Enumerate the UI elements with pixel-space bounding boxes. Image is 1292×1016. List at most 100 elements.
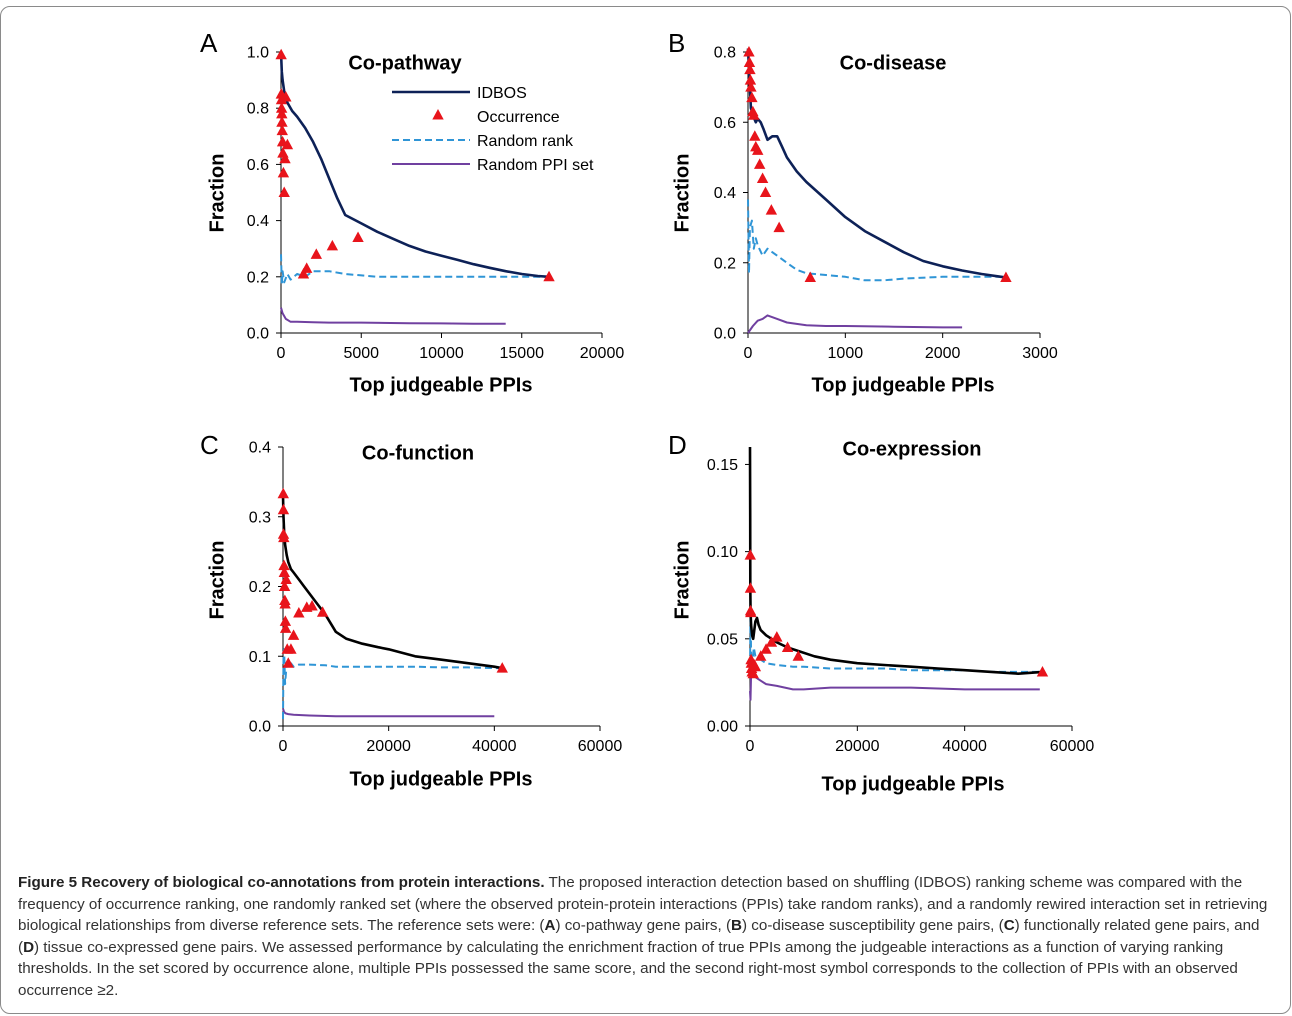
legend-item: Random PPI set [392, 157, 594, 174]
data-point [743, 46, 755, 57]
x-axis-label: Top judgeable PPIs [812, 374, 995, 396]
data-point [744, 582, 757, 593]
data-point [756, 172, 769, 183]
x-tick-label: 0 [744, 345, 753, 362]
caption-text-5: ) tissue co-expressed gene pairs. We ass… [18, 938, 1238, 999]
x-tick-label: 20000 [835, 738, 880, 755]
series-occurrence [275, 48, 555, 282]
data-point [293, 607, 305, 618]
y-tick-label: 0.00 [707, 719, 738, 736]
y-tick-label: 0.05 [707, 631, 738, 648]
data-point [275, 102, 288, 113]
y-axis-label: Fraction [671, 541, 693, 620]
caption-text-1: The proposed interaction detection based… [18, 874, 1268, 934]
legend-label: Occurrence [477, 109, 560, 126]
data-point [278, 559, 290, 571]
panel-letter: D [668, 430, 687, 460]
series-random-rank-line [282, 648, 503, 720]
x-tick-label: 0 [277, 345, 286, 362]
x-tick-label: 3000 [1022, 345, 1058, 362]
chart-title: Co-expression [843, 438, 982, 460]
data-point [746, 91, 758, 103]
data-point [276, 124, 288, 136]
legend: IDBOS Occurrence Random rank Random PPI set [392, 85, 594, 174]
legend-label: Random PPI set [477, 157, 594, 174]
caption-ref-a: A [544, 917, 556, 934]
y-tick-label: 1.0 [247, 45, 269, 62]
data-point [760, 643, 772, 654]
data-point [745, 81, 757, 92]
y-tick-label: 0.0 [714, 326, 736, 343]
series-occurrence [743, 46, 1012, 283]
data-point [280, 573, 292, 585]
panel-letter: A [200, 28, 218, 58]
y-tick-label: 0.6 [714, 115, 736, 132]
caption-ref-c: C [1003, 917, 1015, 934]
y-tick-label: 0.4 [249, 440, 271, 457]
series-random-ppi-set-line [749, 672, 1040, 701]
data-point [781, 641, 794, 653]
data-point [1000, 271, 1012, 283]
data-point [282, 657, 294, 668]
series-idbos-line [281, 495, 503, 670]
data-point [543, 270, 555, 282]
series-idbos-line [279, 51, 550, 279]
data-point [773, 221, 785, 233]
chart-title: Co-function [362, 442, 474, 464]
legend-label: Random rank [477, 133, 574, 150]
data-point [277, 503, 290, 515]
panel-a: 0.0 0.2 0.4 0.6 0.8 1.0 0 5000 10000 15000 20000 A C… [200, 28, 624, 396]
legend-item: Occurrence [432, 109, 560, 126]
y-tick-label: 0.1 [249, 649, 271, 666]
series-random-rank-line [280, 254, 549, 287]
data-point [326, 239, 339, 251]
figure-caption: Figure 5 Recovery of biological co-annot… [18, 872, 1280, 1001]
y-tick-label: 0.0 [249, 719, 271, 736]
data-point [744, 549, 756, 560]
y-tick-label: 0.2 [714, 255, 736, 272]
data-point [277, 487, 289, 499]
y-tick-label: 0.2 [247, 269, 269, 286]
data-point [297, 267, 310, 279]
chart-title: Co-disease [840, 52, 947, 74]
y-tick-label: 0.3 [249, 509, 271, 526]
x-tick-label: 2000 [925, 345, 961, 362]
x-tick-label: 15000 [500, 345, 545, 362]
data-point [316, 606, 329, 617]
data-point [300, 262, 313, 273]
data-point [278, 566, 291, 578]
y-tick-label: 0.4 [714, 185, 736, 202]
y-axis-label: Fraction [206, 154, 228, 233]
figure-canvas: 0.00.20.40.60.81.00 5000 10000 15000 20000AC… [200, 28, 1094, 795]
legend-item: Random rank [392, 133, 574, 150]
series-idbos-line [748, 446, 1043, 676]
caption-text-3: ) co-disease susceptibility gene pairs, … [742, 917, 1004, 934]
data-point [280, 90, 292, 102]
series-random-ppi-set-line [747, 314, 963, 334]
data-point [743, 56, 756, 68]
series-random-rank-line [747, 199, 1006, 282]
data-point [287, 629, 300, 640]
panel-b: 0.0 0.2 0.4 0.6 0.8 0 1000 2000 3000 B Co-disease T… [668, 28, 1058, 396]
x-axis-label: Top judgeable PPIs [350, 374, 533, 396]
data-point [753, 158, 766, 169]
data-point [496, 662, 508, 673]
data-point [277, 166, 290, 178]
data-point [771, 631, 783, 642]
figure-frame [0, 6, 1291, 1014]
series-occurrence [277, 487, 508, 673]
x-axis-label: Top judgeable PPIs [822, 773, 1005, 795]
panel-letter: C [200, 430, 219, 460]
data-point [745, 606, 757, 618]
data-point [744, 74, 757, 85]
series-idbos-line [746, 48, 1007, 279]
legend-label: IDBOS [477, 85, 527, 102]
y-tick-label: 0.2 [249, 579, 271, 596]
data-point [804, 271, 816, 283]
y-axis-label: Fraction [671, 154, 693, 233]
data-point [748, 109, 760, 120]
series-random-ppi-set-line [282, 708, 495, 718]
data-point [310, 248, 323, 259]
data-point [279, 597, 291, 609]
caption-text-4: ) functionally related gene pairs, and ( [18, 917, 1260, 956]
